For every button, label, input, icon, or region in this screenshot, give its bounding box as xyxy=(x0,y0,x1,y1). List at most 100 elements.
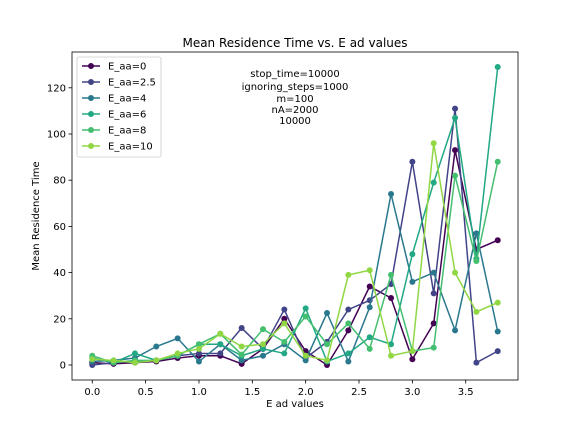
y-tick-label: 80 xyxy=(53,176,66,187)
x-tick-label: 2.5 xyxy=(351,387,367,398)
data-point xyxy=(473,308,480,315)
data-point xyxy=(473,230,480,237)
data-point xyxy=(131,350,138,357)
x-tick-label: 3.5 xyxy=(458,387,474,398)
data-point xyxy=(345,306,352,313)
legend-marker xyxy=(88,143,94,149)
y-tick-label: 20 xyxy=(53,314,66,325)
data-point xyxy=(324,357,331,364)
data-point xyxy=(452,269,459,276)
data-point xyxy=(430,140,437,147)
data-point xyxy=(452,105,459,112)
data-point xyxy=(259,345,266,352)
y-axis-label: Mean Residence Time xyxy=(31,161,42,270)
legend: E_aa=0 E_aa=2.5 E_aa=4 E_aa=6 E_aa=8 E_aa=10 xyxy=(76,56,162,158)
data-point xyxy=(302,357,309,364)
data-point xyxy=(238,351,245,358)
chart-title: Mean Residence Time vs. E ad values xyxy=(182,36,407,50)
x-tick-label: 3.0 xyxy=(404,387,420,398)
data-point xyxy=(345,327,352,334)
legend-label: E_aa=2.5 xyxy=(108,78,156,89)
y-tick-label: 120 xyxy=(47,83,66,94)
data-point xyxy=(302,352,309,359)
data-point xyxy=(195,341,202,348)
legend-marker xyxy=(88,79,94,85)
data-point xyxy=(195,345,202,352)
data-point xyxy=(302,313,309,320)
annotation-line: nA=2000 xyxy=(271,105,318,116)
data-point xyxy=(366,345,373,352)
data-point xyxy=(452,114,459,121)
data-point xyxy=(302,305,309,312)
data-point xyxy=(430,269,437,276)
data-point xyxy=(131,359,138,366)
legend-item: E_aa=6 xyxy=(82,110,146,121)
data-point xyxy=(110,357,117,364)
data-point xyxy=(174,350,181,357)
data-point xyxy=(217,341,224,348)
legend-item: E_aa=2.5 xyxy=(82,78,156,89)
legend-label: E_aa=6 xyxy=(108,110,146,121)
data-point xyxy=(494,299,501,306)
annotation-line: 10000 xyxy=(279,116,311,127)
legend-item: E_aa=0 xyxy=(82,62,146,73)
data-point xyxy=(153,343,160,350)
data-point xyxy=(409,278,416,285)
y-axis: 0 20 40 60 80 100 120 xyxy=(47,83,72,371)
y-tick-label: 0 xyxy=(60,360,66,371)
data-point xyxy=(281,320,288,327)
x-tick-label: 0.5 xyxy=(138,387,154,398)
legend-marker xyxy=(88,127,94,133)
data-point xyxy=(452,172,459,179)
data-point xyxy=(345,358,352,365)
data-point xyxy=(430,344,437,351)
data-point xyxy=(409,356,416,363)
data-point xyxy=(430,320,437,327)
data-point xyxy=(388,271,395,278)
data-point xyxy=(217,330,224,337)
annotation-line: ignoring_steps=1000 xyxy=(242,82,349,93)
series-line xyxy=(92,193,499,364)
data-point xyxy=(452,147,459,154)
data-point xyxy=(281,338,288,345)
data-point xyxy=(388,352,395,359)
axes-frame xyxy=(71,51,519,381)
data-point xyxy=(409,348,416,355)
data-point xyxy=(388,295,395,301)
data-point xyxy=(153,357,160,364)
series-group xyxy=(89,140,501,366)
legend-label: E_aa=4 xyxy=(108,94,146,105)
legend-marker xyxy=(88,63,94,69)
data-point xyxy=(281,350,288,357)
x-tick-label: 1.5 xyxy=(244,387,260,398)
data-point xyxy=(324,341,331,348)
x-tick-label: 0.0 xyxy=(84,387,100,398)
data-point xyxy=(388,341,395,348)
legend-label: E_aa=8 xyxy=(108,126,146,137)
data-point xyxy=(494,64,501,71)
data-point xyxy=(388,191,395,198)
annotation-line: m=100 xyxy=(276,94,313,105)
data-point xyxy=(430,290,437,297)
x-tick-label: 1.0 xyxy=(191,387,207,398)
legend-label: E_aa=10 xyxy=(108,142,153,153)
data-point xyxy=(238,343,245,350)
data-point xyxy=(195,350,202,357)
legend-item: E_aa=4 xyxy=(82,94,146,105)
data-point xyxy=(366,283,373,290)
legend-item: E_aa=8 xyxy=(82,126,146,137)
data-point xyxy=(345,320,352,327)
data-point xyxy=(366,304,373,311)
data-point xyxy=(494,348,501,355)
data-point xyxy=(409,158,416,165)
data-point xyxy=(430,179,437,186)
data-point xyxy=(473,359,480,366)
data-point xyxy=(366,267,373,274)
data-point xyxy=(281,306,288,313)
legend-label: E_aa=0 xyxy=(108,62,146,73)
y-tick-label: 100 xyxy=(47,130,66,141)
plot-area xyxy=(89,64,501,368)
data-point xyxy=(345,350,352,357)
data-point xyxy=(238,325,245,332)
legend-marker xyxy=(88,111,94,117)
